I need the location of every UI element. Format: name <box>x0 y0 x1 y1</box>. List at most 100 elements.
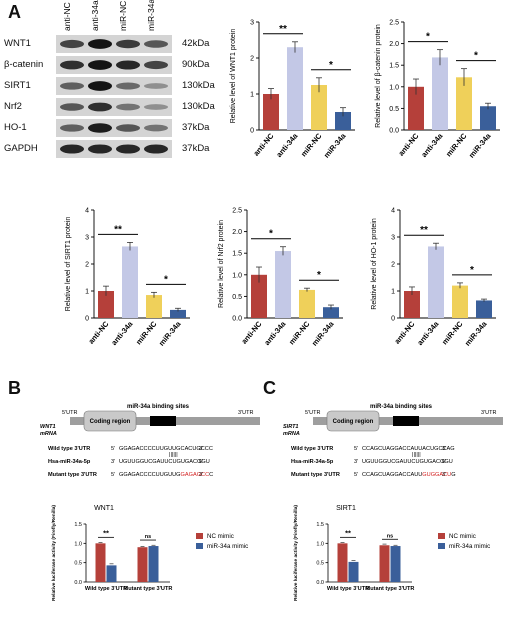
y-tick-label: 1.5 <box>316 522 324 528</box>
x-tick-label: anti-NC <box>86 319 110 346</box>
sequence-row-label: Wild type 3'UTR <box>291 446 333 452</box>
x-tick-label: miR-NC <box>287 319 312 346</box>
chart-nrf2: Relative level of Nrf2 protein 0.0 0.5 1.0 1… <box>218 208 343 348</box>
blot-protein-label: WNT1 <box>4 38 31 49</box>
blot-band <box>144 104 168 110</box>
significance-marker: * <box>426 32 430 43</box>
y-tick-label: 3 <box>250 20 254 27</box>
chart-beta-catenin: Relative level of β-catenin protein 0.0 0.… <box>375 20 500 160</box>
sequence-mutant-red: GAGAGCC <box>181 472 210 478</box>
x-tick-label: miR-NC <box>134 319 159 346</box>
legend-label: miR-34a mimic <box>449 543 490 550</box>
bar <box>287 47 303 131</box>
y-tick-label: 0 <box>391 316 395 323</box>
gene-subtitle: mRNA <box>40 431 57 437</box>
bar <box>404 291 420 318</box>
y-tick-label: 2.0 <box>389 41 399 48</box>
bar <box>390 546 401 582</box>
blot-strip <box>56 35 172 53</box>
x-tick-label: miR-34a <box>157 319 183 348</box>
blot-lane-label: anti-NC <box>62 2 72 31</box>
sequence-end-label: 5' <box>354 472 358 478</box>
y-tick-label: 1 <box>391 289 395 296</box>
x-tick-label: anti-34a <box>419 131 445 159</box>
blot-strip <box>56 77 172 95</box>
bar <box>146 295 162 318</box>
x-tick-label: miR-34a <box>310 319 336 348</box>
blot-band <box>60 82 84 90</box>
sequence-end-label: 3' <box>199 446 203 452</box>
bar <box>299 289 315 318</box>
blot-protein-label: Nrf2 <box>4 101 22 112</box>
blot-lane-headers: anti-NC anti-34a miR-NC miR-34a <box>56 0 172 158</box>
panel-label-c: C <box>263 378 276 398</box>
utr3-label: 3'UTR <box>481 410 496 416</box>
blot-band <box>60 124 84 132</box>
y-tick-label: 1.5 <box>389 63 399 70</box>
blot-strip <box>56 140 172 158</box>
sequence-end-label: 3' <box>442 472 446 478</box>
bar <box>428 246 444 318</box>
x-tick-label: Mutant type 3'UTR <box>366 586 415 592</box>
y-tick-label: 1.0 <box>389 84 399 91</box>
x-tick-label: anti-NC <box>239 319 263 346</box>
sequence-text: CCAGCUAGGACCAUUACUGCCAG <box>362 446 455 452</box>
y-tick-label: 0 <box>85 316 89 323</box>
sequence-end-label: 5' <box>354 446 358 452</box>
blot-lane-label: miR-34a <box>146 0 156 31</box>
sequence-text: CCAGCUAGGACCAUUGUGGACUG <box>362 472 456 478</box>
binding-site-marker <box>393 416 419 426</box>
gene-name: WNT1 <box>40 424 56 430</box>
x-tick-label: anti-34a <box>109 319 135 347</box>
blot-size-label: 37kDa <box>182 143 210 154</box>
y-tick-label: 1.5 <box>232 251 242 258</box>
blot-protein-label: β-catenin <box>4 59 44 70</box>
bar <box>480 106 496 130</box>
sequence-text: GGAGACCCCUUGUUGGAGAGCCC <box>119 472 213 478</box>
significance-marker: * <box>470 265 474 276</box>
legend-label: NC mimic <box>449 533 476 540</box>
blot-band <box>88 144 112 154</box>
bar <box>337 543 348 582</box>
blot-lane-label: miR-NC <box>118 1 128 31</box>
x-tick-label: anti-34a <box>415 319 441 347</box>
legend-swatch <box>196 543 203 549</box>
legend-swatch <box>438 533 445 539</box>
significance-marker: * <box>474 51 478 62</box>
base-pairing-marks: |||||| <box>169 452 178 458</box>
blot-band <box>60 144 84 154</box>
blot-size-label: 42kDa <box>182 38 210 49</box>
blot-protein-label: GAPDH <box>4 143 38 154</box>
coding-region-box <box>326 410 380 432</box>
blot-band <box>144 40 168 48</box>
y-tick-label: 1.0 <box>232 272 242 279</box>
y-tick-label: 0.5 <box>389 106 399 113</box>
utr3-label: 3'UTR <box>238 410 253 416</box>
y-tick-label: 2.5 <box>389 20 399 27</box>
significance-marker: * <box>329 60 333 71</box>
y-tick-label: 1 <box>250 92 254 99</box>
y-tick-label: 2 <box>250 56 254 63</box>
significance-marker: ns <box>387 533 393 539</box>
x-tick-label: miR-NC <box>440 319 465 346</box>
blot-band <box>88 39 112 49</box>
blot-size-label: 130kDa <box>182 80 215 91</box>
bar <box>323 307 339 318</box>
blot-band <box>88 102 112 112</box>
y-axis-label: Relative luciferase activity (Firefly/Re… <box>293 505 299 601</box>
y-tick-label: 0.0 <box>74 580 82 586</box>
binding-site-label: miR-34a binding sites <box>127 404 190 410</box>
blot-size-label: 130kDa <box>182 101 215 112</box>
binding-site-label: miR-34a binding sites <box>370 404 433 410</box>
y-tick-label: 2.5 <box>232 208 242 215</box>
blot-lane-label: anti-34a <box>90 0 100 31</box>
significance-marker: ** <box>114 224 122 235</box>
blot-strip <box>56 98 172 116</box>
y-axis-label: Relative level of HO-1 protein <box>371 218 378 310</box>
significance-marker: ** <box>279 24 287 35</box>
blot-band <box>116 124 140 132</box>
sequence-end-label: 3' <box>199 472 203 478</box>
legend-label: miR-34a mimic <box>207 543 248 550</box>
y-axis-label: Relative level of β-catenin protein <box>375 24 382 128</box>
